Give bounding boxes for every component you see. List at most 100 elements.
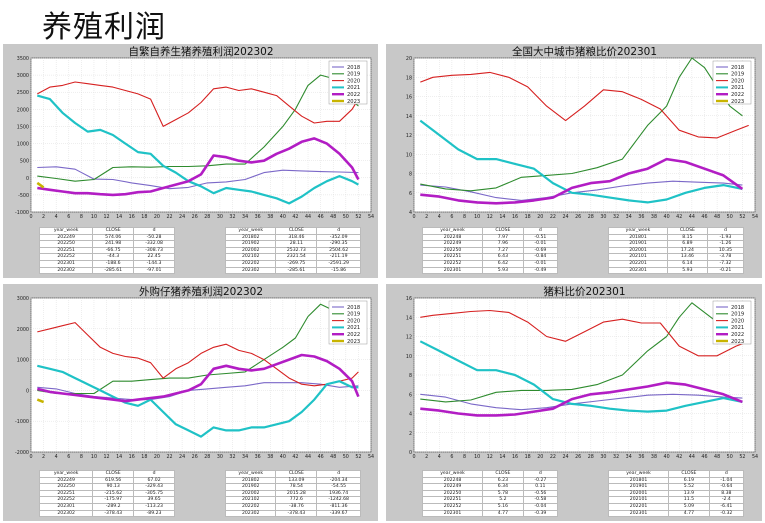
table-cell: -1.26 <box>706 240 745 248</box>
series-line-2019 <box>420 57 743 192</box>
table-header-cell: year_week <box>224 227 277 235</box>
x-tick-label: 20 <box>537 454 543 460</box>
x-tick-label: 28 <box>588 454 594 460</box>
y-tick-label: 3000 <box>17 73 29 79</box>
x-tick-label: 48 <box>714 214 720 220</box>
table-cell: 202202 <box>224 502 277 511</box>
x-tick-label: 2 <box>425 454 428 460</box>
table-cell: -0.01 <box>522 259 559 268</box>
x-tick-label: 8 <box>80 454 83 460</box>
series-line-2020 <box>420 309 749 357</box>
y-tick-label: 500 <box>20 159 29 165</box>
x-tick-label: 44 <box>305 454 311 460</box>
legend-label-2023: 2023 <box>347 339 360 345</box>
x-tick-label: 16 <box>512 454 518 460</box>
legend-label-2022: 2022 <box>731 332 744 338</box>
table-row: 202252 -44.3 22.45 <box>38 253 175 261</box>
table-cell: 4.77 <box>668 509 710 518</box>
table-cell: -66.75 <box>92 246 135 255</box>
table-cell: -50.28 <box>133 233 175 242</box>
series-line-2021 <box>419 119 743 204</box>
x-tick-label: 2 <box>42 454 45 460</box>
table-header-cell: d <box>522 227 559 235</box>
x-tick-label: 10 <box>474 214 480 220</box>
x-tick-label: 8 <box>463 214 466 220</box>
table-header-cell: CLOSE <box>275 227 318 235</box>
table-header-cell: d <box>522 470 559 478</box>
table-cell: 201901 <box>608 240 668 248</box>
x-tick-label: 24 <box>179 214 185 220</box>
table-cell: -0.04 <box>522 502 559 511</box>
table-header-cell: d <box>133 470 175 478</box>
table-cell: -6.41 <box>708 502 745 511</box>
legend-label-2018: 2018 <box>731 65 744 71</box>
table-row: 201901 5.52 -0.64 <box>607 483 745 491</box>
chart-panel-4: 猪料比价202301 0 2 4 6 8 10 12 14 16 0 2 4 6 8 10 12 14 16 18 20… <box>386 284 762 521</box>
table-header-cell: d <box>708 470 745 478</box>
table-header-cell: year_week <box>38 470 94 478</box>
y-tick-label: 8 <box>409 373 412 379</box>
table-header-row: year_week CLOSE d <box>224 470 361 478</box>
x-tick-label: 26 <box>575 454 581 460</box>
x-tick-label: 12 <box>104 454 110 460</box>
table-cell: 574.06 <box>92 233 135 242</box>
x-tick-label: 16 <box>129 214 135 220</box>
y-tick-label: 10 <box>406 354 412 360</box>
recent-weeks-table: year_week CLOSE d 202249 574.06 -50.28 202250 2… <box>38 227 175 275</box>
table-header-cell: CLOSE <box>92 470 135 478</box>
series-line-2018 <box>420 180 743 201</box>
series-line-2021 <box>37 364 359 438</box>
table-cell: 202250 <box>421 246 484 255</box>
legend-label-2022: 2022 <box>347 332 360 338</box>
x-tick-label: 54 <box>752 214 758 220</box>
table-cell: 1936.74 <box>316 489 361 498</box>
table-row: 202101 11.5 -2.4 <box>607 496 745 504</box>
table-cell: -0.56 <box>522 489 559 498</box>
chart-title: 自繁自养生猪养殖利润202302 <box>128 45 273 58</box>
recent-weeks-table: year_week CLOSE d 202248 7.97 -0.51 202249 7.96… <box>421 227 559 275</box>
x-tick-label: 18 <box>141 454 147 460</box>
table-cell: -2.4 <box>708 496 745 504</box>
table-header-cell: d <box>316 470 361 478</box>
series-line-2020 <box>420 71 749 139</box>
x-tick-label: 54 <box>368 214 374 220</box>
table-row: 202002 2015.28 1936.74 <box>224 489 361 498</box>
table-cell: 7.27 <box>482 246 524 255</box>
table-row: 202248 7.97 -0.51 <box>421 233 559 242</box>
y-tick-label: 12 <box>406 335 412 341</box>
table-cell: 6.14 <box>666 259 708 268</box>
x-tick-label: 20 <box>154 214 160 220</box>
table-header-cell: d <box>133 227 175 235</box>
x-tick-label: 30 <box>600 214 606 220</box>
table-cell: 39.65 <box>133 496 175 504</box>
table-row: 202250 241.98 -332.08 <box>38 240 175 248</box>
table-cell: 202251 <box>421 253 484 261</box>
x-tick-label: 32 <box>613 454 619 460</box>
table-header-row: year_week CLOSE d <box>608 227 745 235</box>
table-cell: 8.38 <box>708 489 745 498</box>
table-row: 202250 5.78 -0.56 <box>421 489 559 498</box>
x-tick-label: 26 <box>192 454 198 460</box>
x-tick-label: 34 <box>242 454 248 460</box>
y-tick-label: 14 <box>406 114 412 120</box>
x-tick-label: 50 <box>343 454 349 460</box>
x-tick-label: 28 <box>204 454 210 460</box>
table-cell: -97.01 <box>133 266 175 275</box>
table-row: 202250 90.13 -329.43 <box>38 483 175 491</box>
table-cell: 22.45 <box>133 253 175 261</box>
table-cell: 5.93 <box>666 266 708 275</box>
table-header-cell: d <box>316 227 361 235</box>
table-row: 202302 -378.43 -89.23 <box>38 509 175 518</box>
chart-panel-1: 自繁自养生猪养殖利润202302 -1000 -500 0 500 1000 1500 200… <box>3 44 378 278</box>
table-cell: 202248 <box>421 476 484 485</box>
x-tick-label: 0 <box>29 214 32 220</box>
x-tick-label: 42 <box>292 454 298 460</box>
table-cell: 202101 <box>607 496 670 504</box>
table-cell: -378.43 <box>92 509 135 518</box>
table-row: 202252 6.42 -0.01 <box>421 259 559 268</box>
table-cell: 5.09 <box>668 502 710 511</box>
y-tick-label: 6 <box>409 191 412 197</box>
table-header-row: year_week CLOSE d <box>38 227 175 235</box>
y-tick-label: 20 <box>406 56 412 62</box>
